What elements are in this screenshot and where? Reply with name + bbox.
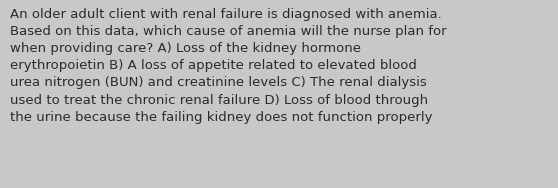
Text: An older adult client with renal failure is diagnosed with anemia.
Based on this: An older adult client with renal failure… — [10, 8, 446, 124]
